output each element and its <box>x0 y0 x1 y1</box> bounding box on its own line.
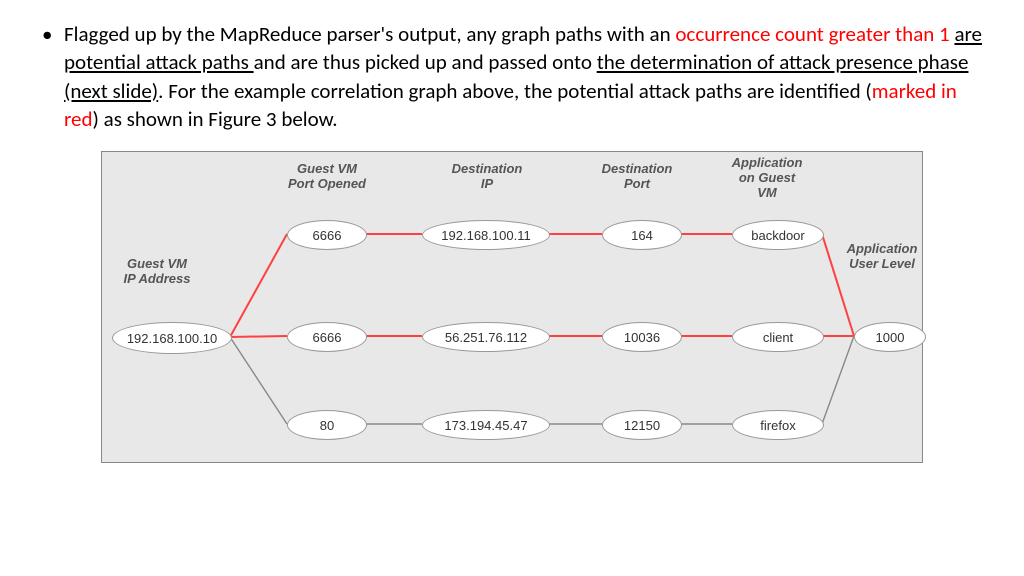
graph-edge <box>230 336 287 337</box>
graph-node: 164 <box>602 220 682 250</box>
column-header: Application on Guest VM <box>712 156 822 201</box>
graph-node: backdoor <box>732 220 824 250</box>
description-paragraph: Flagged up by the MapReduce parser's out… <box>40 20 984 133</box>
graph-node: 192.168.100.11 <box>422 220 550 250</box>
text-7: . For the example correlation graph abov… <box>158 78 872 104</box>
correlation-graph-diagram: Guest VM IP Address Guest VM Port Opened D… <box>101 151 923 463</box>
text-9: ) as shown in Figure 3 below. <box>93 106 338 132</box>
graph-node: 10036 <box>602 322 682 352</box>
graph-node: client <box>732 322 824 352</box>
graph-node: 6666 <box>287 322 367 352</box>
graph-node: firefox <box>732 410 824 440</box>
text-red-1: occurrence count greater than 1 <box>675 21 949 47</box>
graph-node: 56.251.76.112 <box>422 322 550 352</box>
graph-edge <box>230 337 287 424</box>
text-1: Flagged up by the MapReduce parser's out… <box>64 21 675 47</box>
column-header: Destination Port <box>582 162 692 192</box>
graph-node: 80 <box>287 410 367 440</box>
column-header: Guest VM IP Address <box>112 257 202 287</box>
column-header: Guest VM Port Opened <box>272 162 382 192</box>
graph-node: 12150 <box>602 410 682 440</box>
graph-edge <box>230 234 287 337</box>
graph-edge <box>822 336 854 424</box>
graph-node: 1000 <box>854 322 926 352</box>
column-header: Application User Level <box>837 242 927 272</box>
text-5: and are thus picked up and passed onto <box>254 49 597 75</box>
graph-node: 6666 <box>287 220 367 250</box>
column-header: Destination IP <box>432 162 542 192</box>
graph-node: 192.168.100.10 <box>112 322 232 354</box>
graph-node: 173.194.45.47 <box>422 410 550 440</box>
